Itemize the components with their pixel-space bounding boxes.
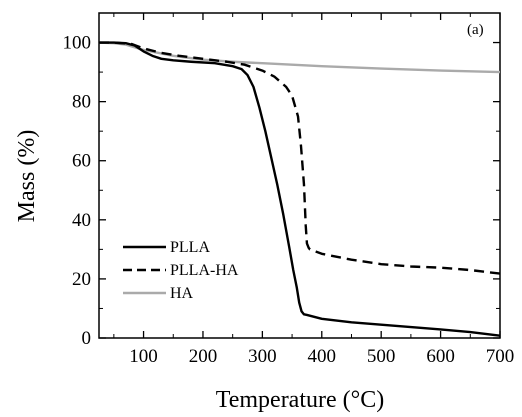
y-tick-label: 100	[63, 33, 92, 54]
legend: PLLA PLLA-HA HA	[123, 239, 239, 302]
series-layer	[98, 41, 501, 337]
legend-label-plla-ha: PLLA-HA	[170, 262, 239, 279]
y-tick-label: 20	[72, 269, 91, 290]
x-tick-label: 200	[189, 346, 218, 367]
y-axis-title: Mass (%)	[14, 130, 40, 223]
x-tick-label: 600	[426, 346, 455, 367]
axis-ticks	[99, 13, 501, 339]
x-axis-title: Temperature (°C)	[216, 387, 385, 413]
series-line-plla	[99, 41, 501, 337]
y-tick-label: 80	[72, 92, 91, 113]
legend-label-ha: HA	[170, 285, 194, 302]
y-tick-label: 60	[72, 151, 91, 172]
x-tick-label: 300	[248, 346, 277, 367]
legend-label-plla: PLLA	[170, 239, 210, 256]
axis-tick-labels: 100 200 300 400 500 600 700 0 20 40 60 80 100	[63, 33, 515, 367]
series-line-plla-ha	[99, 41, 501, 275]
x-tick-label: 400	[308, 346, 337, 367]
x-tick-label: 100	[129, 346, 158, 367]
plot-frame	[98, 12, 501, 339]
x-tick-label: 500	[367, 346, 396, 367]
y-tick-label: 0	[82, 328, 92, 349]
x-tick-label: 700	[486, 346, 515, 367]
y-tick-label: 40	[72, 210, 91, 231]
annotation-label: (a)	[467, 22, 484, 38]
